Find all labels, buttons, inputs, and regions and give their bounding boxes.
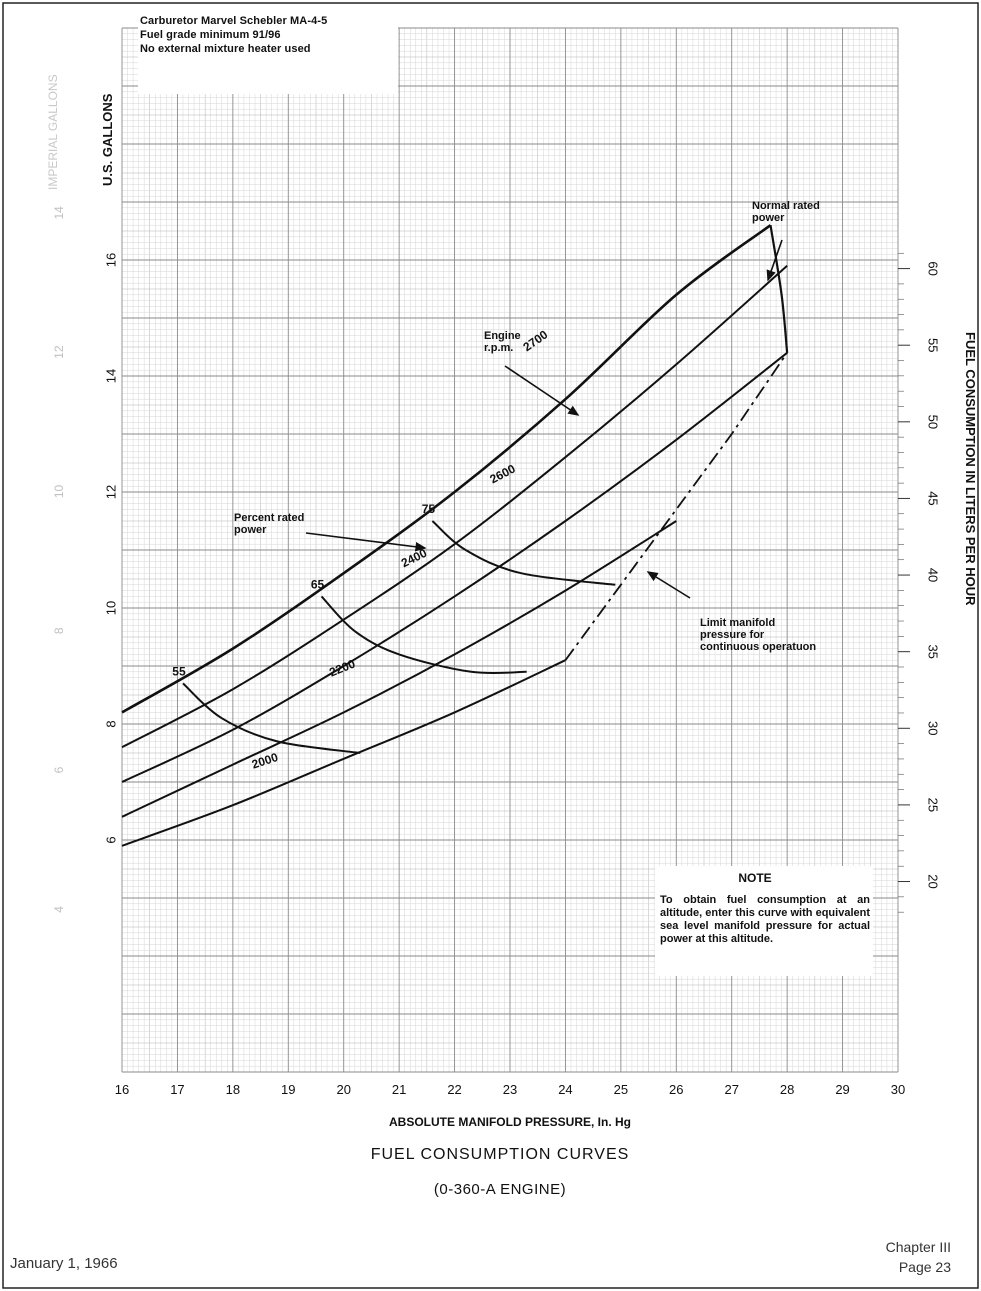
y-tick-label-imperial: 12 xyxy=(52,345,66,359)
percent-power-label-65: 65 xyxy=(311,577,325,591)
rpm-curve-2000 xyxy=(121,659,566,847)
normal-rated-power-label: Normal rated power xyxy=(752,200,820,224)
x-tick-label: 29 xyxy=(835,1082,849,1097)
percent-power-curve-55 xyxy=(182,682,361,754)
notes-line-3: No external mixture heater used xyxy=(140,43,311,55)
grid-major xyxy=(121,27,899,1073)
page-date: January 1, 1966 xyxy=(10,1255,118,1272)
y-tick-label-liters: 40 xyxy=(926,568,941,582)
normal-power-arrow xyxy=(766,239,783,282)
x-tick-label: 20 xyxy=(336,1082,350,1097)
x-tick-label: 26 xyxy=(669,1082,683,1097)
limit-manifold-label: Limit manifold pressure for continuous o… xyxy=(700,617,817,653)
y-tick-label-liters: 45 xyxy=(926,491,941,505)
normal-rated-power-line xyxy=(769,225,789,353)
y-tick-label-liters: 25 xyxy=(926,798,941,812)
y-tick-label-gallons: 8 xyxy=(103,720,118,727)
rpm-curve-2400 xyxy=(121,352,788,783)
x-tick-label: 19 xyxy=(281,1082,295,1097)
y-tick-label-gallons: 16 xyxy=(103,253,118,267)
rpm-curve-2600 xyxy=(121,265,788,749)
notes-line-1: Carburetor Marvel Schebler MA-4-5 xyxy=(140,15,328,27)
rpm-label-2700: 2700 xyxy=(520,327,550,354)
x-tick-label: 28 xyxy=(780,1082,794,1097)
x-tick-label: 22 xyxy=(447,1082,461,1097)
x-tick-label: 30 xyxy=(891,1082,905,1097)
y-tick-label-liters: 50 xyxy=(926,415,941,429)
y-tick-label-gallons: 14 xyxy=(103,369,118,383)
y-tick-label-liters: 60 xyxy=(926,261,941,275)
percent-power-curve-65 xyxy=(320,595,527,675)
x-tick-label: 23 xyxy=(503,1082,517,1097)
x-tick-label: 27 xyxy=(724,1082,738,1097)
y-tick-label-liters: 20 xyxy=(926,874,941,888)
rpm-label-2600: 2600 xyxy=(488,461,518,486)
page-info: Chapter III Page 23 xyxy=(886,1237,951,1277)
rpm-label-2200: 2200 xyxy=(327,656,357,679)
x-tick-label: 24 xyxy=(558,1082,572,1097)
y-tick-label-gallons: 6 xyxy=(103,836,118,843)
y-tick-label-gallons: 12 xyxy=(103,485,118,499)
y-tick-label-imperial: 8 xyxy=(52,627,66,634)
engine-rpm-arrow xyxy=(504,365,580,416)
limit-manifold-arrow xyxy=(646,571,691,599)
y-axis-label-imperial-gallons: IMPERIAL GALLONS xyxy=(46,74,60,190)
percent-power-label-55: 55 xyxy=(172,664,186,678)
page-number: Page 23 xyxy=(898,1259,951,1275)
note-body: To obtain fuel consumption at an altitud… xyxy=(660,894,870,945)
note-title: NOTE xyxy=(738,871,772,885)
limit-manifold-line xyxy=(564,352,788,661)
chart-subtitle: (0-360-A ENGINE) xyxy=(433,1181,567,1198)
y-tick-label-imperial: 6 xyxy=(52,766,66,773)
percent-power-curve-75 xyxy=(431,520,616,586)
x-tick-label: 18 xyxy=(226,1082,240,1097)
x-tick-label: 17 xyxy=(170,1082,184,1097)
rpm-curve-2700 xyxy=(121,224,772,714)
x-tick-label: 21 xyxy=(392,1082,406,1097)
y-tick-label-imperial: 10 xyxy=(52,484,66,498)
chart-title: FUEL CONSUMPTION CURVES xyxy=(370,1146,630,1163)
y-tick-label-liters: 30 xyxy=(926,721,941,735)
carburetor-notes: Carburetor Marvel Schebler MA-4-5 Fuel g… xyxy=(140,14,398,94)
x-tick-label: 16 xyxy=(115,1082,129,1097)
y-tick-label-imperial: 14 xyxy=(52,206,66,220)
y-tick-label-imperial: 4 xyxy=(52,906,66,913)
percent-power-label-75: 75 xyxy=(422,502,436,516)
percent-power-arrow xyxy=(305,532,427,552)
chapter-label: Chapter III xyxy=(885,1239,951,1255)
curves xyxy=(121,224,789,847)
x-tick-label: 25 xyxy=(614,1082,628,1097)
engine-rpm-label: Engine r.p.m. xyxy=(484,330,521,354)
y-tick-label-liters: 35 xyxy=(926,644,941,658)
y-axis-label-us-gallons: U.S. GALLONS xyxy=(100,93,115,186)
percent-rated-power-label: Percent rated power xyxy=(234,512,305,536)
note-mask xyxy=(655,866,873,976)
y-tick-label-gallons: 10 xyxy=(103,601,118,615)
notes-line-2: Fuel grade minimum 91/96 xyxy=(140,29,281,41)
y-axis-label-liters: FUEL CONSUMPTION IN LITERS PER HOUR xyxy=(963,332,978,606)
y-tick-label-liters: 55 xyxy=(926,338,941,352)
rpm-curve-2200 xyxy=(121,520,677,818)
x-axis-label: ABSOLUTE MANIFOLD PRESSURE, In. Hg xyxy=(388,1115,631,1129)
